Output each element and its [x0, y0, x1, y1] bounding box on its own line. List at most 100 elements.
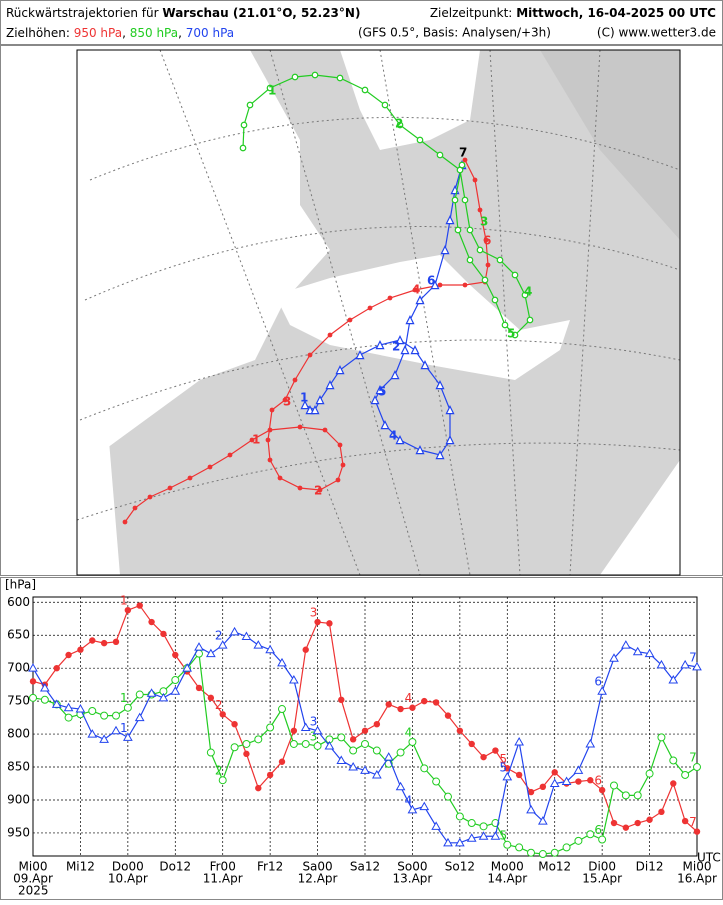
point: [289, 739, 298, 748]
point: [28, 663, 38, 672]
point: [597, 686, 608, 695]
header-box: [0, 0, 723, 45]
point: [337, 733, 346, 742]
point: [622, 824, 630, 831]
x-tick-label: Fr12: [257, 860, 283, 874]
point: [39, 682, 50, 692]
point: [29, 678, 37, 685]
point: [490, 831, 501, 840]
point: [646, 816, 653, 823]
point: [100, 711, 109, 720]
point: [432, 777, 441, 786]
x-tick-label: Do00: [112, 860, 144, 874]
x-tick-label: Sa12: [350, 860, 380, 874]
point: [444, 712, 452, 719]
point: [456, 727, 464, 734]
point: [668, 675, 679, 684]
point: [75, 704, 86, 713]
point: [146, 688, 157, 697]
y-axis-label: [hPa]: [5, 578, 36, 592]
point: [302, 646, 309, 653]
point: [693, 828, 701, 835]
point: [231, 720, 238, 728]
x-tick-label: Mi00: [19, 860, 48, 874]
point: [551, 769, 558, 776]
point: [395, 781, 406, 791]
x-date-label: 10.Apr: [108, 872, 148, 886]
point: [503, 840, 512, 849]
point: [373, 720, 381, 728]
point: [182, 663, 193, 672]
point: [409, 704, 416, 711]
point: [431, 821, 442, 830]
map-label: 2: [395, 117, 403, 131]
point-label: 2: [215, 629, 223, 643]
point: [148, 618, 155, 626]
x-date-label: 16.Apr: [677, 872, 717, 886]
point: [326, 620, 333, 627]
point: [243, 750, 250, 758]
map-label: 4: [412, 283, 420, 297]
point: [383, 752, 394, 761]
legend-entry: 700 hPa: [186, 26, 234, 40]
point: [419, 801, 430, 811]
map-label: 5: [507, 327, 515, 341]
point: [658, 808, 665, 816]
map-label: 6: [427, 274, 435, 288]
x-date-label: 13.Apr: [393, 872, 433, 886]
point: [562, 843, 571, 852]
point: [241, 631, 252, 641]
point: [549, 778, 560, 788]
point: [397, 705, 404, 713]
point-label: 6: [594, 675, 602, 689]
point: [53, 664, 60, 672]
point: [172, 651, 179, 659]
x-tick-label: So12: [445, 860, 475, 874]
x-tick-label: Mi12: [66, 860, 95, 874]
year: 2025: [18, 884, 49, 898]
x-tick-label: Di00: [588, 860, 616, 874]
point: [480, 753, 487, 761]
point: [219, 711, 226, 718]
point: [112, 711, 120, 720]
point: [538, 850, 547, 859]
point: [290, 727, 298, 734]
point: [112, 638, 120, 646]
point: [444, 792, 452, 801]
legend-entry: 850 hPa: [130, 26, 178, 40]
map-label: 5: [378, 385, 386, 399]
point: [194, 642, 204, 651]
point: [336, 755, 347, 764]
point: [478, 831, 489, 840]
point-label: 5: [499, 752, 507, 766]
point: [515, 771, 523, 779]
point: [408, 737, 417, 746]
point: [467, 819, 476, 828]
point: [254, 735, 263, 744]
x-tick-label: Mi00: [683, 860, 712, 874]
point: [361, 727, 369, 734]
title: Rückwärtstrajektorien für Warschau (21.0…: [6, 6, 360, 20]
point: [324, 740, 335, 750]
levels: Zielhöhen: 950 hPa, 850 hPa, 700 hPa: [6, 26, 234, 40]
point: [65, 651, 72, 659]
point: [609, 653, 619, 662]
point: [385, 701, 392, 708]
point: [634, 819, 641, 827]
point-label: 7: [689, 815, 697, 829]
x-tick-label: Mo00: [491, 860, 524, 874]
point: [586, 830, 595, 839]
point: [633, 791, 642, 800]
y-tick-label: 700: [7, 661, 30, 675]
point: [610, 781, 618, 790]
point: [537, 816, 548, 825]
point: [526, 804, 536, 814]
map: [77, 50, 680, 575]
point: [217, 640, 228, 649]
map-label: 3: [283, 395, 291, 409]
point: [88, 707, 97, 716]
point-label: 2: [215, 698, 223, 712]
point: [207, 694, 215, 702]
point: [610, 819, 618, 827]
y-tick-label: 900: [7, 792, 30, 806]
